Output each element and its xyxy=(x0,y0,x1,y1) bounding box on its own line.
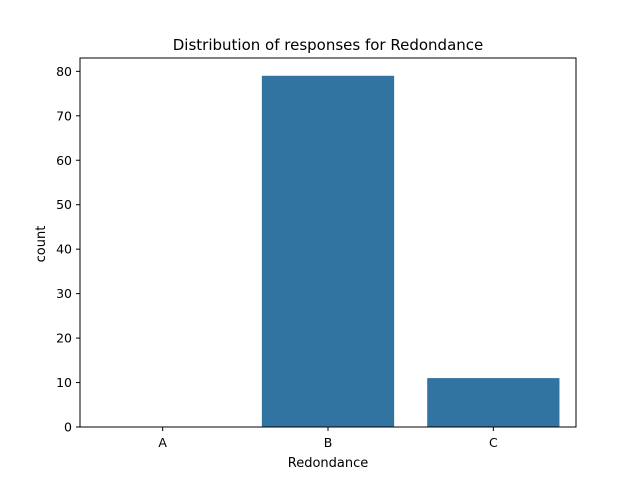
y-tick-label: 30 xyxy=(56,286,72,301)
y-tick-label: 70 xyxy=(56,108,72,123)
axes-frame xyxy=(79,57,577,428)
y-tick-label: 80 xyxy=(56,64,72,79)
y-tick-label: 40 xyxy=(56,242,72,257)
bars-group xyxy=(261,75,560,427)
x-tick-label: B xyxy=(324,435,333,450)
x-tick-label: C xyxy=(489,435,498,450)
y-tick-label: 10 xyxy=(56,375,72,390)
y-tick-label: 0 xyxy=(64,420,72,435)
y-tick-label: 60 xyxy=(56,153,72,168)
y-axis-label: count xyxy=(34,226,49,263)
chart-title: Distribution of responses for Redondance xyxy=(173,36,484,54)
bar-b xyxy=(261,75,395,427)
x-axis-label: Redondance xyxy=(288,456,369,471)
bar-c xyxy=(427,378,560,427)
y-tick-label: 50 xyxy=(56,197,72,212)
y-ticks-group: 0 10 20 30 40 50 60 70 80 xyxy=(56,64,80,435)
plot-area: A B C 0 10 20 30 40 50 60 70 80 xyxy=(56,57,577,450)
y-tick-label: 20 xyxy=(56,331,72,346)
x-tick-label: A xyxy=(158,435,167,450)
x-ticks-group: A B C xyxy=(158,427,498,450)
